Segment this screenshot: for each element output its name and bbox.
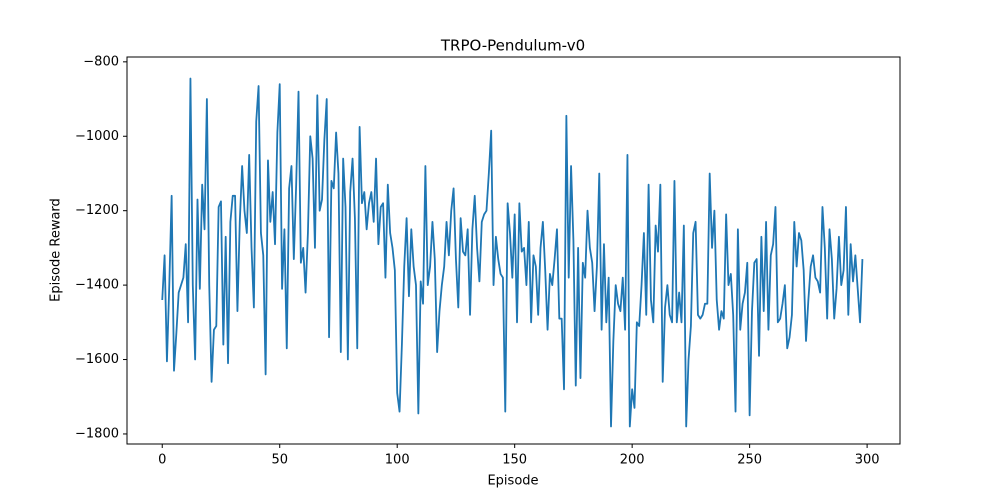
x-tick-label: 100: [385, 453, 410, 468]
y-tick-label: −1000: [75, 129, 119, 144]
x-tick-label: 0: [158, 453, 166, 468]
x-tick-label: 300: [855, 453, 880, 468]
line-series: [161, 77, 864, 428]
x-axis-label: Episode: [487, 474, 538, 489]
plot-frame: [126, 56, 901, 445]
y-tick-label: −1400: [75, 278, 119, 293]
y-axis-label: Episode Reward: [49, 198, 64, 302]
y-tick-label: −1800: [75, 426, 119, 441]
x-tick-label: 50: [271, 453, 288, 468]
x-tick-label: 250: [737, 453, 762, 468]
x-tick-label: 200: [620, 453, 645, 468]
y-tick-label: −800: [83, 54, 119, 69]
chart-title: TRPO-Pendulum-v0: [440, 37, 585, 55]
x-tick-label: 150: [502, 453, 527, 468]
y-tick-label: −1200: [75, 203, 119, 218]
y-tick-label: −1600: [75, 352, 119, 367]
